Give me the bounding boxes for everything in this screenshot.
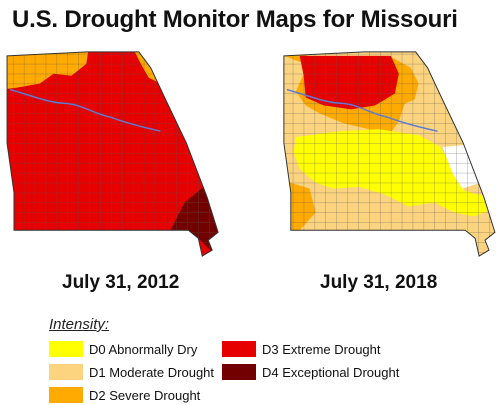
legend-item-d2: D2 Severe Drought	[49, 385, 200, 405]
legend-swatch-d4	[222, 364, 256, 380]
missouri-river	[286, 88, 438, 132]
legend-swatch-d0	[49, 341, 83, 357]
drought-map-2018	[283, 51, 496, 257]
legend-label-d3: D3 Extreme Drought	[262, 341, 381, 357]
page-title: U.S. Drought Monitor Maps for Missouri	[12, 6, 458, 33]
state-outline	[6, 51, 219, 257]
state-outline	[283, 51, 496, 257]
drought-map-2012	[6, 51, 219, 257]
missouri-river	[9, 88, 161, 132]
legend-label-d0: D0 Abnormally Dry	[89, 341, 198, 357]
legend-swatch-d1	[49, 364, 83, 380]
legend-item-d0: D0 Abnormally Dry	[49, 339, 197, 359]
map-date-2018: July 31, 2018	[320, 272, 438, 293]
legend-swatch-d2	[49, 387, 83, 403]
legend-item-d1: D1 Moderate Drought	[49, 362, 214, 382]
legend-label-d1: D1 Moderate Drought	[89, 364, 215, 380]
legend-item-d3: D3 Extreme Drought	[222, 339, 381, 359]
legend-item-d4: D4 Exceptional Drought	[222, 362, 399, 382]
map-date-2012: July 31, 2012	[62, 272, 180, 293]
legend-title: Intensity:	[49, 316, 110, 333]
legend-label-d4: D4 Exceptional Drought	[262, 364, 400, 380]
legend-swatch-d3	[222, 341, 256, 357]
legend-label-d2: D2 Severe Drought	[89, 387, 201, 403]
